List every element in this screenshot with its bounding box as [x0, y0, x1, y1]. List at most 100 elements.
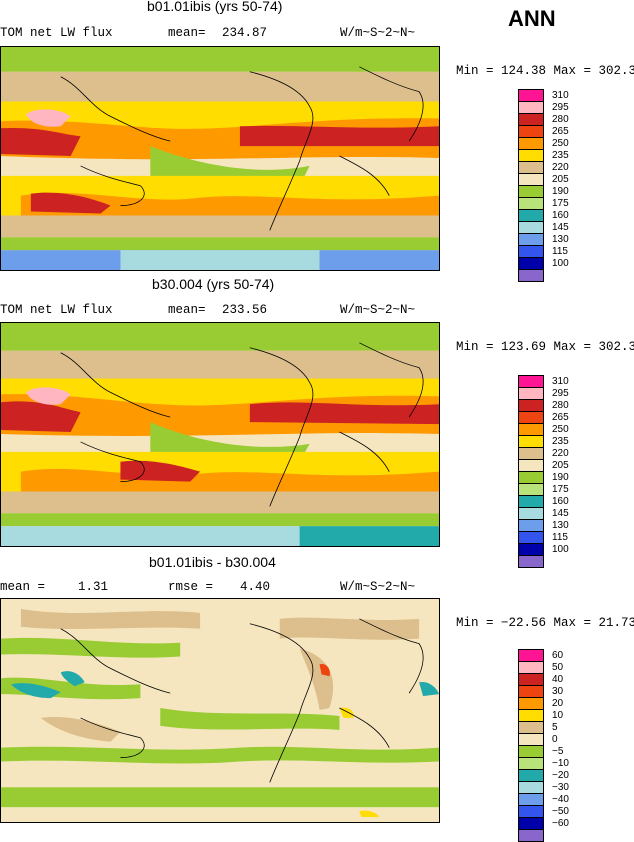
legend-label: 115 [552, 246, 568, 257]
diff-patch [40, 717, 121, 742]
panel2-map [0, 322, 440, 547]
panel3-mean-value: 1.31 [78, 580, 109, 594]
panel1-units: W/m~S~2~N~ [340, 26, 416, 40]
legend-label: −30 [552, 782, 569, 793]
diff-patch [279, 617, 420, 640]
southern-ocean-band [1, 513, 439, 527]
legend-label: 30 [552, 686, 564, 697]
panel1-field-label: TOM net LW flux [0, 26, 113, 40]
legend-label: −50 [552, 806, 569, 817]
panel2-field-label: TOM net LW flux [0, 303, 113, 317]
diff-negative-band [1, 787, 439, 808]
diff-patch [299, 648, 334, 711]
legend-label: 40 [552, 674, 564, 685]
panel2-range: Min = 123.69 Max = 302.31 [456, 340, 634, 354]
panel2-mean-value: 233.56 [222, 303, 268, 317]
panel1-map [0, 46, 440, 271]
legend-label: 250 [552, 138, 569, 149]
legend-label: 145 [552, 222, 569, 233]
diff-strong-negative [10, 683, 61, 699]
hot-zone-pacific-west [1, 401, 81, 433]
season-label: ANN [508, 6, 556, 31]
legend-label: 265 [552, 126, 569, 137]
panel2-units: W/m~S~2~N~ [340, 303, 416, 317]
legend-label: 295 [552, 388, 569, 399]
legend-label: 130 [552, 520, 569, 531]
tropic-band-south [20, 192, 439, 216]
panel2-title: b30.004 (yrs 50-74) [152, 276, 275, 292]
legend-label: 235 [552, 150, 569, 161]
legend-label: 250 [552, 424, 569, 435]
diff-negative-band [1, 637, 181, 658]
polar-band-north [1, 323, 439, 351]
coastlines [60, 342, 424, 507]
legend-label: 295 [552, 102, 569, 113]
legend-label: 265 [552, 412, 569, 423]
legend-label: 20 [552, 698, 564, 709]
midlat-band-south [1, 491, 439, 514]
legend-label: 115 [552, 532, 568, 543]
antarctic-light-band [120, 250, 320, 270]
legend-swatch-15 [518, 269, 544, 282]
panel3-title: b01.01ibis - b30.004 [149, 554, 276, 570]
diff-negative-band [1, 746, 439, 764]
panel1-range: Min = 124.38 Max = 302.33 [456, 64, 634, 78]
legend-label: 280 [552, 400, 569, 411]
panel3-map [0, 598, 440, 823]
panel3-mean-label: mean = [0, 580, 46, 594]
legend-label: 145 [552, 508, 569, 519]
legend-label: −5 [552, 746, 564, 757]
panel1-mean-value: 234.87 [222, 26, 268, 40]
legend-label: 310 [552, 376, 569, 387]
hot-zone-atlantic [239, 125, 439, 147]
hot-zone-pacific-west [1, 127, 81, 157]
diff-strong-negative [60, 671, 85, 687]
legend-label: 160 [552, 210, 569, 221]
subpolar-band-north [1, 71, 439, 102]
hot-zone-atlantic [249, 402, 439, 425]
southern-ocean-band [1, 237, 439, 251]
legend-label: 100 [552, 544, 569, 555]
antarctic-teal-band [299, 526, 439, 546]
legend-label: 220 [552, 162, 569, 173]
legend-label: 130 [552, 234, 569, 245]
legend-label: −40 [552, 794, 569, 805]
legend-label: 175 [552, 198, 569, 209]
warm-pool-patch [25, 109, 71, 127]
legend-label: 190 [552, 472, 569, 483]
legend-label: −60 [552, 818, 569, 829]
polar-band-north [1, 47, 439, 72]
coastlines [60, 66, 424, 231]
legend-label: 175 [552, 484, 569, 495]
diff-strong-positive [319, 664, 330, 677]
panel3-range: Min = −22.56 Max = 21.73 [456, 616, 634, 630]
diff-positive [359, 810, 380, 818]
legend-label: 310 [552, 90, 569, 101]
panel3-rmse-value: 4.40 [240, 580, 271, 594]
legend-label: −20 [552, 770, 569, 781]
legend-label: 160 [552, 496, 569, 507]
panel3-rmse-label: rmse = [168, 580, 214, 594]
legend-label: 220 [552, 448, 569, 459]
legend-swatch-15 [518, 555, 544, 568]
warm-pool-patch [25, 387, 71, 405]
legend-label: 205 [552, 460, 569, 471]
legend-label: 50 [552, 662, 564, 673]
legend-label: 100 [552, 258, 569, 269]
midlat-band-south [1, 215, 439, 238]
hot-zone-south-pacific [30, 192, 111, 214]
legend-label: 190 [552, 186, 569, 197]
coastlines [60, 618, 424, 783]
legend-label: 10 [552, 710, 564, 721]
legend-swatch-15 [518, 829, 544, 842]
panel1-title: b01.01ibis (yrs 50-74) [147, 0, 283, 14]
subpolar-band-north [1, 350, 439, 379]
diff-patch [20, 608, 201, 630]
legend-label: 5 [552, 722, 558, 733]
legend-label: 0 [552, 734, 558, 745]
panel1-mean-label: mean= [168, 26, 206, 40]
panel2-mean-label: mean= [168, 303, 206, 317]
legend-label: 235 [552, 436, 569, 447]
legend-label: 280 [552, 114, 569, 125]
diff-strong-negative [419, 681, 439, 697]
